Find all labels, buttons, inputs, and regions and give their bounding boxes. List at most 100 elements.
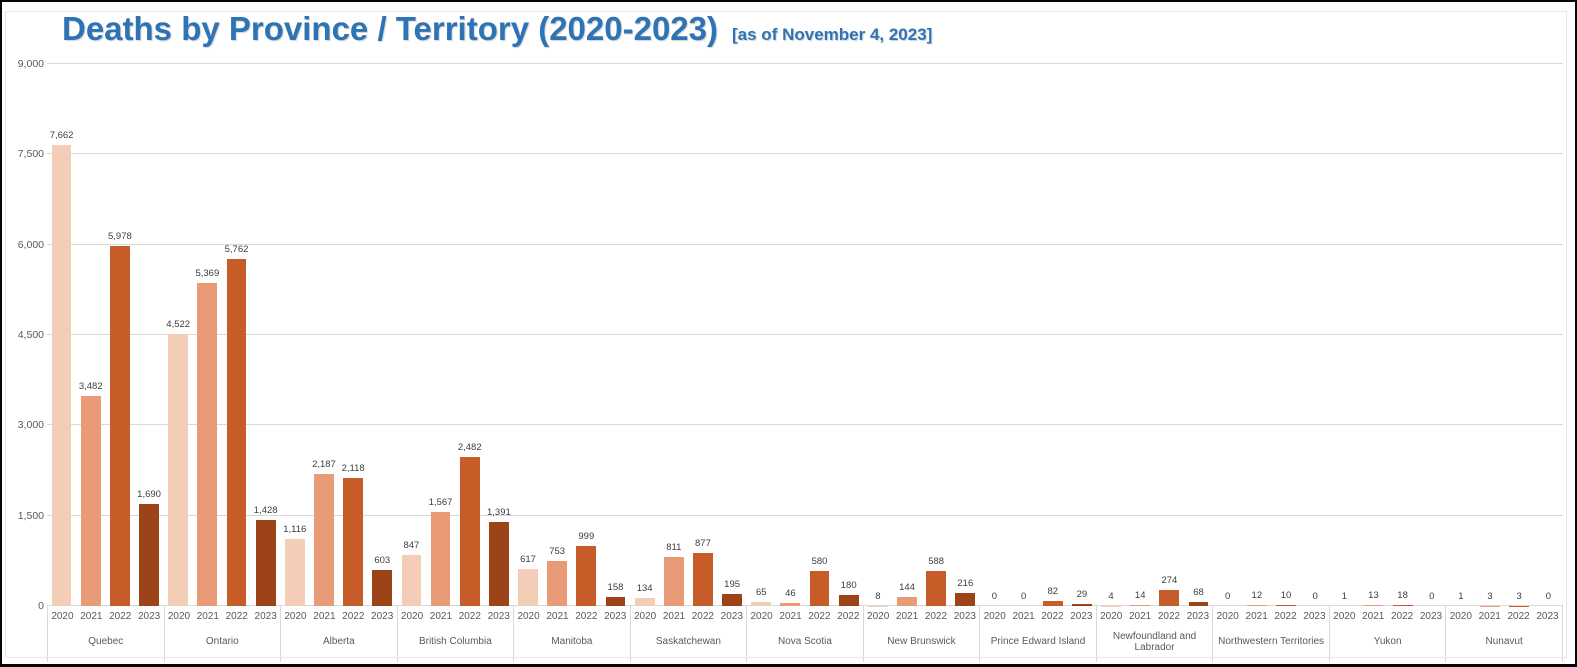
year-label: 2023 [1070, 611, 1093, 622]
bar-column: 2,187 [309, 64, 338, 606]
bar-group: 8 144 588 216 [863, 64, 980, 606]
bar [372, 569, 393, 606]
axis-group: 2020 2021 2022 2023 British Columbia [396, 606, 514, 662]
bar [284, 538, 305, 606]
bar [109, 246, 130, 606]
year-label: 2021 [429, 611, 453, 622]
bar-value-label: 29 [1076, 589, 1088, 601]
year-labels-row: 2020 2021 2022 2023 [864, 606, 980, 623]
bar-value-label: 5,978 [108, 231, 132, 242]
year-label: 2023 [1536, 611, 1559, 622]
bar [1363, 605, 1384, 606]
axis-group: 2020 2021 2022 2023 Quebec [47, 606, 164, 662]
year-label: 2020 [1216, 611, 1239, 622]
year-label: 2020 [1449, 611, 1472, 622]
axis-group: 2020 2021 2022 2022 Nova Scotia [746, 606, 863, 662]
year-label: 2023 [953, 611, 976, 622]
year-label: 2021 [1478, 611, 1501, 622]
bar-value-label: 4 [1108, 590, 1114, 602]
bar-value-label: 134 [636, 582, 653, 594]
year-labels-row: 2020 2021 2022 2023 [1446, 606, 1562, 623]
axis-group: 2020 2021 2022 2023 Northwestern Territories [1212, 606, 1329, 662]
bar [1072, 604, 1092, 606]
y-axis-tick-label: 6,000 [17, 238, 44, 251]
bar [1130, 605, 1151, 606]
bar [576, 545, 597, 606]
province-label: Quebec [88, 636, 124, 647]
bar-column: 1,428 [251, 64, 280, 606]
bar-column: 1 [1330, 64, 1359, 606]
bar-value-label: 144 [899, 582, 915, 594]
bar [1392, 604, 1413, 606]
bar-value-label: 0 [1020, 591, 1027, 602]
bar-value-label: 13 [1368, 590, 1379, 602]
bar-column: 29 [1067, 64, 1096, 606]
bar-column: 580 [805, 64, 834, 606]
x-axis: 2020 2021 2022 2023 Quebec 2020 2021 2022 2023 On… [47, 606, 1563, 662]
year-label: 2023 [1186, 611, 1210, 622]
year-label: 2022 [1507, 611, 1530, 622]
y-axis-tick-label: 0 [38, 600, 44, 612]
province-label: Northwestern Territories [1218, 636, 1325, 647]
bar-column: 0 [1417, 64, 1446, 606]
gridline [47, 153, 1563, 155]
bar-value-label: 4,522 [166, 318, 191, 330]
bar-column: 811 [659, 64, 688, 606]
bar-column: 7,662 [47, 64, 76, 606]
bar-value-label: 0 [1225, 591, 1231, 602]
bar [955, 593, 976, 606]
year-label: 2020 [284, 611, 307, 622]
bar-column: 5,762 [222, 64, 251, 606]
bar [722, 594, 742, 606]
bar-column: 0 [980, 64, 1009, 606]
year-label: 2022 [1390, 611, 1414, 622]
axis-group: 2020 2021 2022 2023 Ontario [163, 606, 281, 662]
bar [663, 557, 684, 606]
bar-column: 1,567 [426, 64, 455, 606]
bar-column: 5,369 [193, 64, 222, 606]
year-label: 2022 [837, 611, 860, 622]
gridline [47, 514, 1563, 516]
year-label: 2022 [575, 611, 598, 622]
year-label: 2023 [1419, 611, 1443, 622]
year-label: 2022 [1157, 611, 1181, 622]
bar-group: 134 811 877 195 [630, 64, 747, 606]
bar-value-label: 847 [403, 540, 420, 551]
y-axis-tick-label: 7,500 [17, 148, 44, 161]
bar [51, 144, 72, 606]
province-label: Nunavut [1485, 636, 1523, 647]
bar-column: 46 [776, 64, 805, 606]
year-labels-row: 2020 2021 2022 2023 [514, 606, 630, 623]
year-labels-row: 2020 2021 2022 2023 [1330, 606, 1446, 623]
bar [518, 568, 538, 606]
bar-value-label: 0 [1429, 591, 1435, 602]
title-row: Deaths by Province / Territory (2020-202… [62, 10, 1555, 48]
bar [926, 570, 947, 606]
bar [459, 456, 480, 606]
bar-value-label: 2,187 [312, 459, 336, 471]
bar-value-label: 1,116 [283, 523, 307, 535]
bar [488, 522, 509, 606]
year-labels-row: 2020 2021 2022 2023 [48, 606, 164, 623]
year-label: 2020 [1100, 611, 1123, 622]
bar-column: 158 [601, 64, 630, 606]
bar [751, 602, 772, 606]
bar [605, 596, 626, 606]
bar [838, 595, 859, 606]
year-label: 2020 [1333, 611, 1356, 622]
bar-value-label: 0 [1312, 591, 1318, 602]
gridline [47, 63, 1563, 64]
year-label: 2020 [517, 611, 540, 622]
bar-value-label: 195 [724, 579, 741, 591]
year-label: 2021 [313, 611, 336, 622]
axis-group: 2020 2021 2022 2023 Manitoba [513, 606, 630, 662]
bar [401, 555, 422, 606]
bar-group: 1 3 3 0 [1446, 64, 1563, 606]
bar [897, 597, 917, 606]
bar [780, 603, 801, 606]
bar [139, 504, 159, 606]
axis-group: 2020 2021 2022 2023 Prince Edward Island [979, 606, 1096, 662]
bar [1246, 605, 1267, 606]
bar-column: 14 [1126, 64, 1155, 606]
